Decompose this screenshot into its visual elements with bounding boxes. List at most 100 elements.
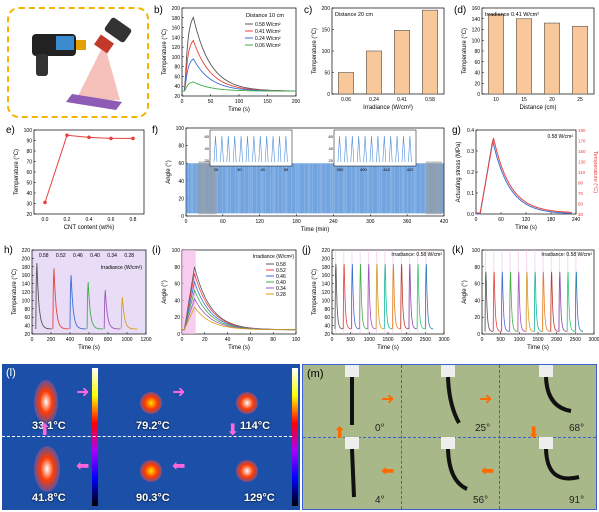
- x-tick-label: 240: [329, 219, 338, 225]
- legend-entry: 0.28: [276, 292, 286, 298]
- y-tick-label: 30: [26, 202, 32, 208]
- series-line: [392, 263, 401, 330]
- y-tick-label: 80: [26, 149, 32, 155]
- inset-y-tick: 20: [205, 158, 210, 163]
- series-line: [525, 271, 534, 332]
- series-line: [574, 271, 584, 332]
- x-tick-label: 180: [292, 219, 301, 225]
- y-tick-label: 80: [324, 307, 330, 313]
- x-axis-label: Time (s): [228, 107, 250, 113]
- x-tick-label: 500: [496, 337, 505, 343]
- bar: [337, 72, 354, 95]
- series-line: [416, 263, 426, 330]
- panel-label: h): [4, 245, 13, 256]
- y-tick-label: 80: [474, 49, 480, 55]
- inset-trace: [337, 135, 412, 163]
- x-tick-label: 80: [270, 337, 276, 343]
- series-line: [383, 263, 393, 330]
- light-beam: [76, 48, 120, 100]
- panel-f: f) 0 20 40 60 80 100 0 60 120 180 240 300 360 420 Time …: [150, 122, 450, 240]
- x-tick-label: 25: [577, 97, 583, 103]
- orange-arrow-up: ⬆: [333, 423, 347, 442]
- x-tick-label: 0: [181, 99, 184, 105]
- chart-svg: c) 0 50 100 150 200 Irradiance (W/cm²) Temperat…: [304, 5, 445, 111]
- x-tick-label: 0.6: [108, 217, 115, 223]
- series-line: [367, 263, 376, 330]
- arrow-down: ⬇: [226, 420, 240, 439]
- leaf-angle-4: 4°: [375, 495, 385, 506]
- arrow-right-1: ➜: [76, 382, 90, 401]
- x-tick-label: 0: [475, 217, 478, 223]
- y-tick-label: 20: [474, 81, 480, 87]
- x-tick-label: 1000: [514, 337, 525, 343]
- x-tick-label: 0.0: [42, 217, 49, 223]
- y-tick-label: 40: [474, 71, 480, 77]
- y-tick-label: 20: [174, 315, 180, 321]
- inset-y-tick: 60: [329, 134, 334, 139]
- y-tick-label: 40: [174, 84, 180, 90]
- y-tick-label: 60: [474, 60, 480, 66]
- y-axis-label: Temperature (°C): [312, 269, 318, 315]
- sample-strip: [66, 94, 122, 110]
- inset-x-tick: 50: [284, 167, 289, 172]
- y-tick-label: 120: [472, 28, 481, 34]
- y-tick-label: 40: [324, 324, 330, 330]
- y-tick-label: 80: [24, 307, 30, 313]
- inset-x-tick: 30: [237, 167, 242, 172]
- y-tick-label: 100: [322, 298, 331, 304]
- legend-entry: 0.24 W/cm²: [255, 36, 281, 42]
- irradiance-label: 0.40: [90, 253, 100, 259]
- x-tick-label: 300: [366, 219, 375, 225]
- zoom-region: [198, 161, 217, 215]
- series-line: [103, 290, 121, 330]
- panel-label: (i): [152, 245, 161, 256]
- panel-l: (l) 33.1°C 79.2°C 114°C 41.8°C 90.3°C 12…: [2, 364, 300, 510]
- y-tick-label: 60: [324, 315, 330, 321]
- y-tick-label: 200: [322, 6, 331, 12]
- y-tick-label: 40: [178, 179, 184, 185]
- y-tick-label: 40: [474, 298, 480, 304]
- orange-arrow-left-1: ⬅: [481, 461, 495, 480]
- y-axis-label: Temperature (°C): [312, 28, 318, 74]
- actuator-state-1: [345, 365, 359, 425]
- heat-lamp-icon: [94, 17, 132, 54]
- y-tick-label: 0: [477, 332, 480, 338]
- series-line: [542, 271, 551, 332]
- y-tick-label: 200: [172, 6, 181, 12]
- series-line: [182, 81, 296, 92]
- y-tick-label: 60: [24, 315, 30, 321]
- irradiance-label: 0.58: [39, 253, 49, 259]
- x-tick-label: 10: [493, 97, 499, 103]
- y-tick-label: 100: [472, 248, 481, 254]
- x-tick-label: 360: [403, 219, 412, 225]
- inset-trace: [213, 135, 288, 163]
- bar: [487, 14, 504, 95]
- x-tick-label: 0.58: [425, 97, 435, 103]
- y-tick-label: 160: [472, 6, 481, 12]
- legend-entry: 0.58: [276, 262, 286, 268]
- bar: [544, 22, 561, 95]
- y-tick-label: 50: [26, 181, 32, 187]
- bar: [572, 25, 589, 95]
- y-tick-label: 100: [22, 298, 31, 304]
- panel-m-label: (m): [307, 368, 324, 380]
- legend-entry: 0.40: [276, 280, 286, 286]
- ir-temp-1: 33.1°C: [32, 420, 66, 432]
- x-axis-label: Time (s): [377, 345, 399, 351]
- arrow-up: ⬆: [38, 420, 52, 439]
- x-tick-label: 60: [220, 219, 226, 225]
- data-point: [109, 136, 113, 141]
- x-tick-label: 500: [346, 337, 355, 343]
- y-axis-label: Temperature (°C): [12, 269, 18, 315]
- x-tick-label: 2500: [420, 337, 431, 343]
- x-tick-label: 200: [292, 99, 301, 105]
- panel-label: (d): [454, 5, 466, 16]
- y-tick-label: 0: [477, 92, 480, 98]
- x-axis-label: Irradiance (W/cm²): [363, 105, 413, 111]
- y-tick-label: 40: [26, 191, 32, 197]
- x-tick-label: 0: [31, 337, 34, 343]
- y2-tick-label: 50: [578, 202, 584, 207]
- panel-m: (m) 0° 25° 68° 4° 5: [302, 364, 597, 510]
- y-axis-label: Temperature (°C): [162, 29, 168, 75]
